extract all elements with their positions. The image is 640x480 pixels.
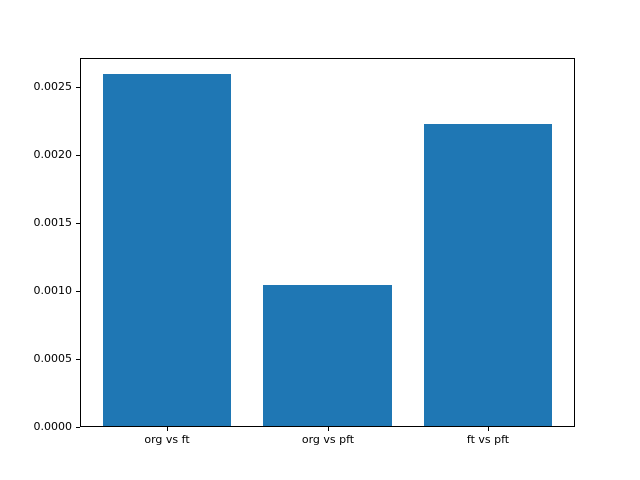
y-tick-label: 0.0005 xyxy=(33,352,73,365)
x-tick-label: ft vs pft xyxy=(466,433,510,446)
plot-area xyxy=(80,58,575,427)
x-tick-mark xyxy=(488,427,489,431)
y-tick-label: 0.0010 xyxy=(33,284,73,297)
y-tick-mark xyxy=(76,155,80,156)
x-tick-label: org vs pft xyxy=(301,433,355,446)
y-tick-label: 0.0020 xyxy=(33,148,73,161)
x-tick-label: org vs ft xyxy=(144,433,190,446)
x-tick-mark xyxy=(328,427,329,431)
bar-org-vs-ft xyxy=(102,74,232,426)
y-tick-label: 0.0025 xyxy=(33,80,73,93)
bar-ft-vs-pft xyxy=(423,124,553,426)
y-tick-mark xyxy=(76,359,80,360)
y-tick-mark xyxy=(76,291,80,292)
y-tick-mark xyxy=(76,427,80,428)
x-tick-mark xyxy=(167,427,168,431)
y-tick-label: 0.0000 xyxy=(33,420,73,433)
y-tick-label: 0.0015 xyxy=(33,216,73,229)
y-tick-mark xyxy=(76,87,80,88)
y-tick-mark xyxy=(76,223,80,224)
bar-org-vs-pft xyxy=(263,284,392,426)
